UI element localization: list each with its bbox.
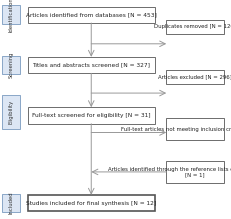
Text: Identification: Identification [9,0,13,32]
Text: Full-text articles not meeting inclusion criteria [N = 20]: Full-text articles not meeting inclusion… [121,127,231,132]
Text: Titles and abstracts screened [N = 327]: Titles and abstracts screened [N = 327] [32,63,150,68]
FancyBboxPatch shape [28,7,155,23]
FancyBboxPatch shape [28,107,155,124]
Text: Duplicates removed [N = 126]: Duplicates removed [N = 126] [154,24,231,29]
FancyBboxPatch shape [2,56,20,74]
FancyBboxPatch shape [2,95,20,129]
FancyBboxPatch shape [166,70,224,84]
Text: Articles identified from databases [N = 453]: Articles identified from databases [N = … [26,12,157,17]
Text: Included: Included [9,192,13,214]
Text: Screening: Screening [9,52,13,78]
Text: Studies included for final synthesis [N = 12]: Studies included for final synthesis [N … [26,201,156,206]
FancyBboxPatch shape [166,118,224,140]
FancyBboxPatch shape [166,161,224,183]
Text: Full-text screened for eligibility [N = 31]: Full-text screened for eligibility [N = … [32,113,151,118]
FancyBboxPatch shape [28,57,155,73]
FancyBboxPatch shape [2,194,20,212]
Text: Eligibility: Eligibility [9,100,13,124]
FancyBboxPatch shape [2,5,20,24]
FancyBboxPatch shape [28,195,155,211]
Text: Articles identified through the reference lists of reviewed articles
[N = 1]: Articles identified through the referenc… [108,166,231,177]
Text: Articles excluded [N = 296]: Articles excluded [N = 296] [158,75,231,80]
FancyBboxPatch shape [166,20,224,34]
